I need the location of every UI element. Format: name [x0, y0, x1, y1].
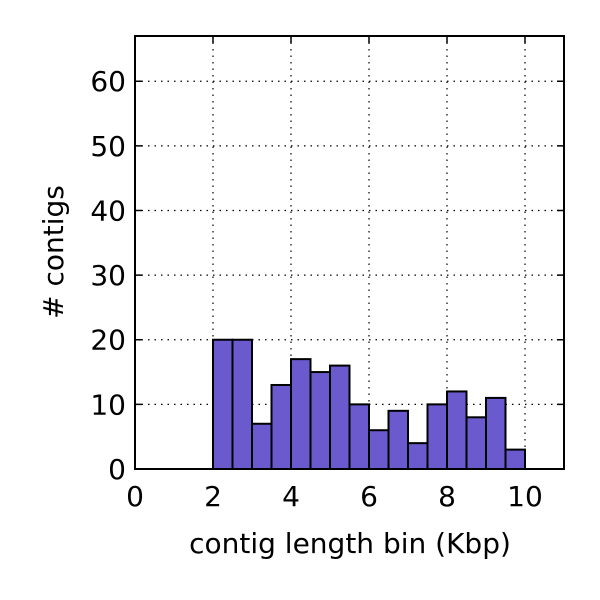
histogram-bar — [426, 403, 448, 471]
histogram-bar — [270, 383, 292, 470]
histogram-bar — [387, 409, 409, 470]
y-tick-label: 50 — [90, 130, 126, 163]
x-tick-label: 4 — [282, 480, 300, 513]
histogram-bar — [407, 442, 429, 471]
histogram-bar — [309, 371, 331, 470]
histogram-bar — [329, 364, 351, 470]
histogram-bar — [251, 422, 273, 471]
plot-frame — [134, 35, 565, 470]
y-axis-label: # contigs — [37, 185, 70, 319]
tick-labels-layer: 0 2 4 6 8 10 0 10 20 30 40 50 60 — [90, 65, 542, 513]
histogram-bar — [504, 448, 526, 470]
y-tick-label: 10 — [90, 388, 126, 421]
x-tick-label: 2 — [204, 480, 222, 513]
x-tick-label: 0 — [126, 480, 144, 513]
histogram-bar — [231, 338, 253, 471]
histogram-bar — [348, 403, 370, 471]
histogram-bar — [465, 416, 487, 470]
x-tick-label: 8 — [438, 480, 456, 513]
x-tick-label: 6 — [360, 480, 378, 513]
y-tick-label: 0 — [108, 453, 126, 486]
y-tick-label: 60 — [90, 65, 126, 98]
x-tick-label: 10 — [507, 480, 543, 513]
histogram-bar — [485, 396, 507, 471]
x-axis-label: contig length bin (Kbp) — [189, 527, 511, 560]
y-tick-label: 20 — [90, 324, 126, 357]
y-tick-label: 40 — [90, 194, 126, 227]
histogram-bar — [368, 429, 390, 470]
y-tick-label: 30 — [90, 259, 126, 292]
bars-layer — [212, 338, 526, 471]
histogram-bar — [290, 358, 312, 471]
histogram-bar — [212, 338, 234, 471]
histogram-bar — [446, 390, 468, 470]
